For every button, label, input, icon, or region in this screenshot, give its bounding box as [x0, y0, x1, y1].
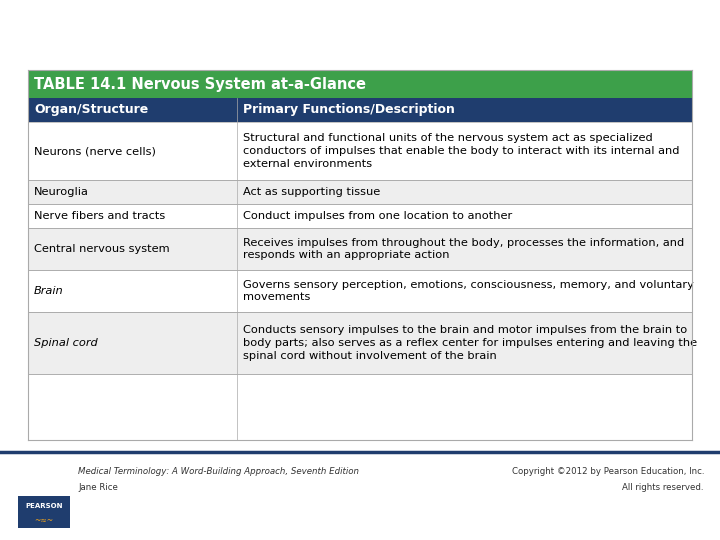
Text: Act as supporting tissue: Act as supporting tissue: [243, 187, 380, 197]
FancyBboxPatch shape: [28, 270, 692, 312]
FancyBboxPatch shape: [28, 228, 692, 270]
Text: Medical Terminology: A Word-Building Approach, Seventh Edition: Medical Terminology: A Word-Building App…: [78, 468, 359, 476]
Text: Central nervous system: Central nervous system: [34, 244, 170, 254]
Text: Primary Functions/Description: Primary Functions/Description: [243, 104, 455, 117]
Text: Brain: Brain: [34, 286, 64, 296]
Text: Spinal cord: Spinal cord: [34, 338, 98, 348]
Text: Conducts sensory impulses to the brain and motor impulses from the brain to
body: Conducts sensory impulses to the brain a…: [243, 325, 697, 361]
Text: Jane Rice: Jane Rice: [78, 483, 118, 492]
Text: PEARSON: PEARSON: [25, 503, 63, 509]
Text: Organ/Structure: Organ/Structure: [34, 104, 148, 117]
Text: Copyright ©2012 by Pearson Education, Inc.: Copyright ©2012 by Pearson Education, In…: [511, 468, 704, 476]
FancyBboxPatch shape: [28, 70, 692, 98]
Text: Neurons (nerve cells): Neurons (nerve cells): [34, 146, 156, 156]
Text: Neuroglia: Neuroglia: [34, 187, 89, 197]
FancyBboxPatch shape: [28, 204, 692, 228]
Text: TABLE 14.1 Nervous System at-a-Glance: TABLE 14.1 Nervous System at-a-Glance: [34, 77, 366, 91]
Text: Governs sensory perception, emotions, consciousness, memory, and voluntary
movem: Governs sensory perception, emotions, co…: [243, 280, 694, 302]
Text: Conduct impulses from one location to another: Conduct impulses from one location to an…: [243, 211, 513, 221]
FancyBboxPatch shape: [18, 496, 70, 528]
Text: Structural and functional units of the nervous system act as specialized
conduct: Structural and functional units of the n…: [243, 133, 680, 169]
Text: ~≈~: ~≈~: [35, 515, 53, 524]
Text: All rights reserved.: All rights reserved.: [623, 483, 704, 492]
FancyBboxPatch shape: [28, 122, 692, 180]
Text: Nerve fibers and tracts: Nerve fibers and tracts: [34, 211, 166, 221]
FancyBboxPatch shape: [28, 98, 692, 122]
FancyBboxPatch shape: [28, 312, 692, 374]
Text: Receives impulses from throughout the body, processes the information, and
respo: Receives impulses from throughout the bo…: [243, 238, 685, 260]
FancyBboxPatch shape: [28, 180, 692, 204]
